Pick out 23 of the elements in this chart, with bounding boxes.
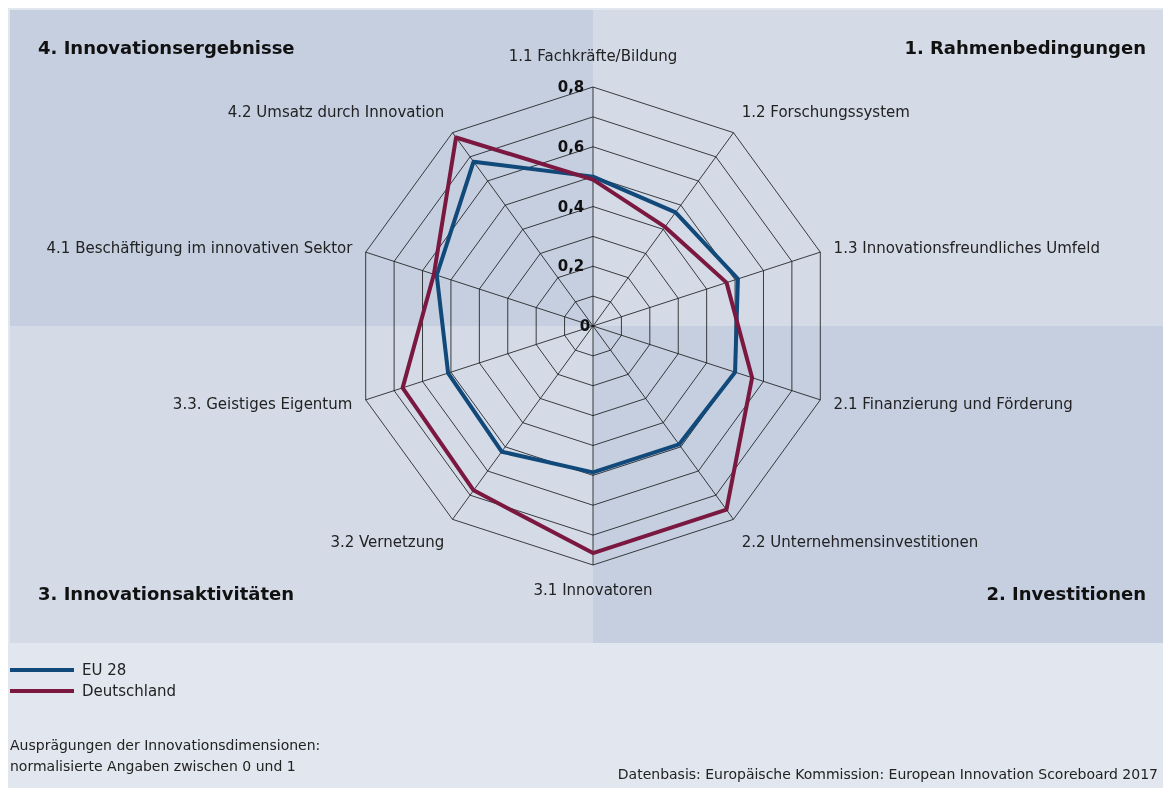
text: Datenbasis: Europäische Kommission: European Innovation Scoreboard 2017	[617, 766, 1158, 782]
spoke-label: 3.1 Innovatoren	[533, 581, 653, 599]
y-tick-label: 0,2	[557, 257, 585, 276]
y-tick-label: 0,8	[557, 78, 585, 96]
spoke-label: 2.2 Unternehmensinvestitionen	[741, 532, 979, 551]
text: normalisierte Angaben zwischen 0 und 1	[10, 758, 296, 774]
spoke-label: 3.3. Geistiges Eigentum	[172, 395, 353, 414]
legend-label: Deutschland	[82, 682, 177, 700]
spoke-label: 3.2 Vernetzung	[330, 532, 445, 551]
text: 4. Innovationsergebnisse	[38, 37, 295, 58]
text: 3. Innovationsaktivitäten	[38, 583, 295, 604]
y-tick-label: 0,6	[557, 137, 585, 156]
spoke-label: 4.1 Beschäftigung im innovativen Sektor	[46, 238, 354, 257]
spoke-label: 4.2 Umsatz durch Innovation	[227, 103, 445, 122]
text: 1. Rahmenbedingungen	[904, 37, 1146, 58]
spoke-label: 1.1 Fachkräfte/Bildung	[508, 47, 678, 65]
y-tick-label: 0,4	[557, 197, 585, 216]
legend-label: EU 28	[82, 661, 127, 679]
text: 2. Investitionen	[986, 583, 1146, 604]
text: Ausprägungen der Innovationsdimensionen:	[10, 737, 321, 753]
spoke-label: 1.2 Forschungssystem	[741, 103, 910, 122]
spoke-label: 2.1 Finanzierung und Förderung	[833, 395, 1073, 414]
spoke-label: 1.3 Innovationsfreundliches Umfeld	[833, 238, 1101, 257]
